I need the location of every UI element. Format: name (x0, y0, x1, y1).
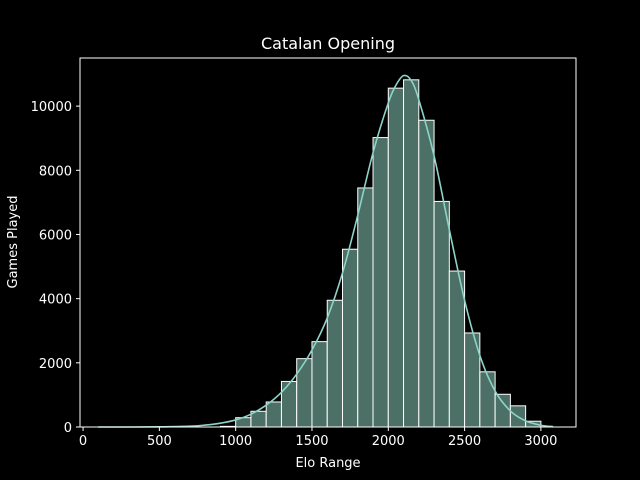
histogram-bar (341, 248, 359, 428)
histogram-bar (372, 137, 389, 428)
y-tick-label: 10000 (31, 100, 72, 115)
histogram-bar (296, 358, 313, 428)
histogram-bar (494, 393, 511, 428)
histogram-bar (433, 200, 450, 428)
histogram-bar (265, 401, 282, 428)
histogram-bar (280, 380, 298, 428)
histogram-bar (448, 270, 466, 428)
x-tick-label: 3000 (524, 434, 557, 449)
histogram-bar (357, 187, 374, 428)
chart-title: Catalan Opening (261, 34, 395, 53)
y-axis-ticks: 0 2000 4000 6000 8000 10000 (31, 100, 80, 436)
x-tick-label: 2500 (448, 434, 481, 449)
x-tick-label: 1000 (219, 434, 252, 449)
x-tick-label: 500 (147, 434, 172, 449)
histogram-bar (326, 299, 343, 428)
y-axis-label: Games Played (6, 196, 21, 289)
y-tick-label: 8000 (39, 164, 72, 179)
kde-curve (98, 74, 554, 428)
histogram-bar (418, 119, 435, 428)
histogram-bar (479, 371, 496, 428)
y-tick-label: 0 (64, 421, 72, 436)
histogram-bar (403, 79, 420, 428)
y-tick-label: 4000 (39, 293, 72, 308)
x-axis-label: Elo Range (295, 456, 360, 471)
x-axis-ticks: 0 500 1000 1500 2000 2500 3000 (79, 427, 557, 449)
x-tick-label: 0 (79, 434, 87, 449)
plot-frame (79, 57, 577, 428)
x-tick-label: 1500 (295, 434, 328, 449)
y-tick-label: 2000 (39, 357, 72, 372)
histogram-bar (311, 341, 328, 428)
x-tick-label: 2000 (372, 434, 405, 449)
y-tick-label: 6000 (39, 228, 72, 243)
histogram-bar (387, 87, 405, 428)
